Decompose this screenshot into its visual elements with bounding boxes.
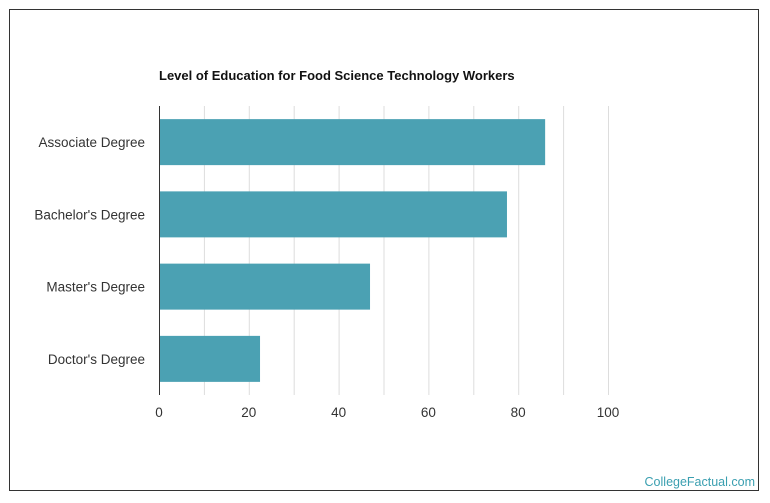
category-label: Bachelor's Degree (34, 207, 145, 222)
x-tick-label: 80 (511, 405, 526, 420)
x-tick-label: 40 (331, 405, 346, 420)
category-label: Associate Degree (38, 135, 145, 150)
labels: Associate Degree Bachelor's Degree Master'… (34, 135, 619, 420)
bar (159, 335, 261, 382)
bar (159, 263, 371, 310)
watermark: CollegeFactual.com (644, 475, 755, 489)
x-tick-label: 60 (421, 405, 436, 420)
bar (159, 119, 546, 166)
category-label: Master's Degree (46, 280, 145, 295)
category-label: Doctor's Degree (48, 352, 145, 367)
bar (159, 191, 507, 238)
x-tick-label: 0 (155, 405, 163, 420)
bars (159, 119, 546, 382)
chart-title: Level of Education for Food Science Tech… (159, 68, 515, 83)
x-tick-label: 100 (597, 405, 620, 420)
x-tick-label: 20 (241, 405, 256, 420)
